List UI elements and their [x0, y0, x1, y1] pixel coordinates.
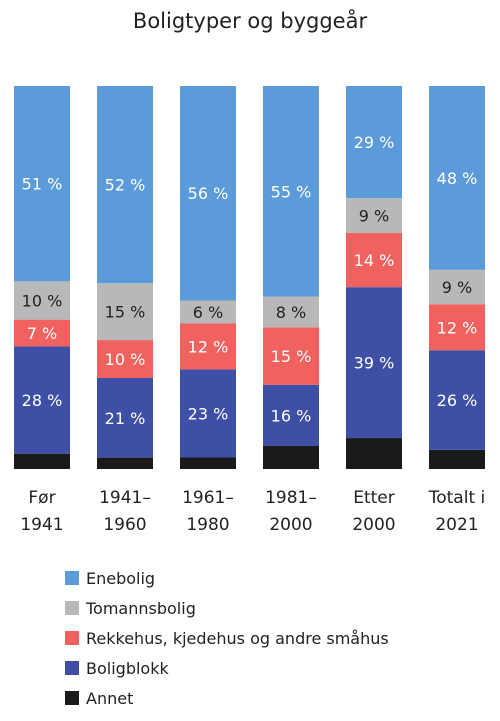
bar-column-3: 23 % 12 % 6 % 56 % — [180, 86, 236, 469]
bar-segment-tomannsbolig-4 — [263, 296, 319, 328]
legend-label-rekkehus-kjedehus-og-andre-smahus: Rekkehus, kjedehus og andre småhus — [86, 629, 389, 648]
bar-segment-boligblokk-6 — [429, 350, 485, 450]
legend-item-boligblokk: Boligblokk — [65, 659, 169, 678]
legend-label-annet: Annet — [86, 689, 133, 708]
bar-segment-annet-5 — [346, 438, 402, 469]
legend-item-rekkehus-kjedehus-og-andre-smahus: Rekkehus, kjedehus og andre småhus — [65, 629, 389, 648]
bar-segment-enebolig-6 — [429, 86, 485, 270]
x-tick-label-5-line-1: Etter — [353, 488, 395, 508]
bar-segment-rekkehus-kjedehus-og-andre-smahus-4 — [263, 327, 319, 385]
data-label-rekkehus-kjedehus-og-andre-smahus-2: 10 % — [105, 350, 146, 369]
data-label-tomannsbolig-1: 10 % — [22, 291, 63, 310]
legend-label-enebolig: Enebolig — [86, 569, 155, 588]
bar-segment-tomannsbolig-1 — [14, 281, 70, 320]
legend-swatch-rekkehus-kjedehus-og-andre-smahus — [65, 631, 79, 645]
bar-column-4: 16 % 15 % 8 % 55 % — [263, 86, 319, 469]
x-tick-label-1-line-1: Før — [28, 488, 55, 508]
bar-segment-enebolig-4 — [263, 86, 319, 297]
bar-column-6: 26 % 12 % 9 % 48 % — [429, 86, 485, 469]
data-label-tomannsbolig-2: 15 % — [105, 303, 146, 322]
data-label-tomannsbolig-3: 6 % — [193, 303, 223, 322]
bar-segment-tomannsbolig-6 — [429, 269, 485, 305]
bar-segment-enebolig-5 — [346, 86, 402, 199]
legend: Enebolig Tomannsbolig Rekkehus, kjedehus o… — [65, 569, 389, 708]
bar-segment-tomannsbolig-3 — [180, 300, 236, 324]
bar-segment-enebolig-2 — [97, 86, 153, 284]
data-label-boligblokk-2: 21 % — [105, 409, 146, 428]
x-tick-label-4-line-2: 2000 — [269, 515, 312, 535]
bar-segment-boligblokk-3 — [180, 369, 236, 458]
bar-segment-annet-4 — [263, 446, 319, 469]
data-label-boligblokk-4: 16 % — [271, 406, 312, 425]
legend-swatch-enebolig — [65, 571, 79, 585]
bar-segment-boligblokk-5 — [346, 287, 402, 439]
bar-segment-enebolig-3 — [180, 86, 236, 301]
bar-segment-rekkehus-kjedehus-og-andre-smahus-5 — [346, 233, 402, 288]
bars-group: 28 % 7 % 10 % 51 % 21 % 10 % 15 % 52 % 23 % 12 % 6… — [14, 86, 485, 469]
bar-segment-tomannsbolig-5 — [346, 198, 402, 234]
data-label-enebolig-2: 52 % — [105, 176, 146, 195]
x-axis-labels: Før 1941 1941– 1960 1961– 1980 1981– 2000 Etter 2… — [20, 488, 485, 535]
data-label-rekkehus-kjedehus-og-andre-smahus-3: 12 % — [188, 337, 229, 356]
data-label-rekkehus-kjedehus-og-andre-smahus-6: 12 % — [437, 318, 478, 337]
x-tick-label-3-line-1: 1961– — [182, 488, 234, 508]
bar-segment-boligblokk-4 — [263, 384, 319, 447]
bar-segment-tomannsbolig-2 — [97, 283, 153, 341]
bar-column-5: 39 % 14 % 9 % 29 % — [346, 86, 402, 469]
x-tick-label-1-line-2: 1941 — [20, 515, 63, 535]
bar-segment-rekkehus-kjedehus-og-andre-smahus-6 — [429, 304, 485, 351]
data-label-boligblokk-1: 28 % — [22, 391, 63, 410]
data-label-tomannsbolig-6: 9 % — [442, 278, 472, 297]
data-label-enebolig-1: 51 % — [22, 175, 63, 194]
data-label-boligblokk-5: 39 % — [354, 354, 395, 373]
data-label-enebolig-6: 48 % — [437, 169, 478, 188]
x-tick-label-4-line-1: 1981– — [265, 488, 317, 508]
chart-title: Boligtyper og byggeår — [133, 8, 368, 33]
legend-label-boligblokk: Boligblokk — [86, 659, 169, 678]
bar-segment-annet-2 — [97, 457, 153, 469]
data-label-tomannsbolig-5: 9 % — [359, 207, 389, 226]
bar-segment-annet-1 — [14, 453, 70, 469]
data-label-rekkehus-kjedehus-og-andre-smahus-4: 15 % — [271, 347, 312, 366]
data-label-enebolig-3: 56 % — [188, 184, 229, 203]
bar-segment-rekkehus-kjedehus-og-andre-smahus-1 — [14, 319, 70, 347]
data-label-tomannsbolig-4: 8 % — [276, 303, 306, 322]
x-tick-label-5-line-2: 2000 — [352, 515, 395, 535]
data-label-boligblokk-3: 23 % — [188, 404, 229, 423]
x-tick-label-3-line-2: 1980 — [186, 515, 229, 535]
bar-segment-boligblokk-2 — [97, 377, 153, 458]
legend-swatch-tomannsbolig — [65, 601, 79, 615]
legend-label-tomannsbolig: Tomannsbolig — [85, 599, 196, 618]
legend-item-tomannsbolig: Tomannsbolig — [65, 599, 196, 618]
bar-column-2: 21 % 10 % 15 % 52 % — [97, 86, 153, 469]
bar-segment-enebolig-1 — [14, 86, 70, 282]
data-label-rekkehus-kjedehus-og-andre-smahus-5: 14 % — [354, 251, 395, 270]
bar-segment-annet-3 — [180, 457, 236, 469]
data-label-enebolig-4: 55 % — [271, 182, 312, 201]
x-tick-label-2-line-2: 1960 — [103, 515, 146, 535]
data-label-enebolig-5: 29 % — [354, 133, 395, 152]
bar-segment-rekkehus-kjedehus-og-andre-smahus-3 — [180, 323, 236, 370]
legend-item-enebolig: Enebolig — [65, 569, 155, 588]
x-tick-label-6-line-2: 2021 — [435, 515, 478, 535]
legend-swatch-boligblokk — [65, 661, 79, 675]
bar-segment-annet-6 — [429, 449, 485, 469]
x-tick-label-6-line-1: Totalt i — [428, 488, 486, 508]
data-label-rekkehus-kjedehus-og-andre-smahus-1: 7 % — [27, 324, 57, 343]
legend-item-annet: Annet — [65, 689, 133, 708]
data-label-boligblokk-6: 26 % — [437, 391, 478, 410]
legend-swatch-annet — [65, 691, 79, 705]
bar-column-1: 28 % 7 % 10 % 51 % — [14, 86, 70, 469]
bar-segment-rekkehus-kjedehus-og-andre-smahus-2 — [97, 340, 153, 378]
bar-segment-boligblokk-1 — [14, 346, 70, 454]
x-tick-label-2-line-1: 1941– — [99, 488, 151, 508]
